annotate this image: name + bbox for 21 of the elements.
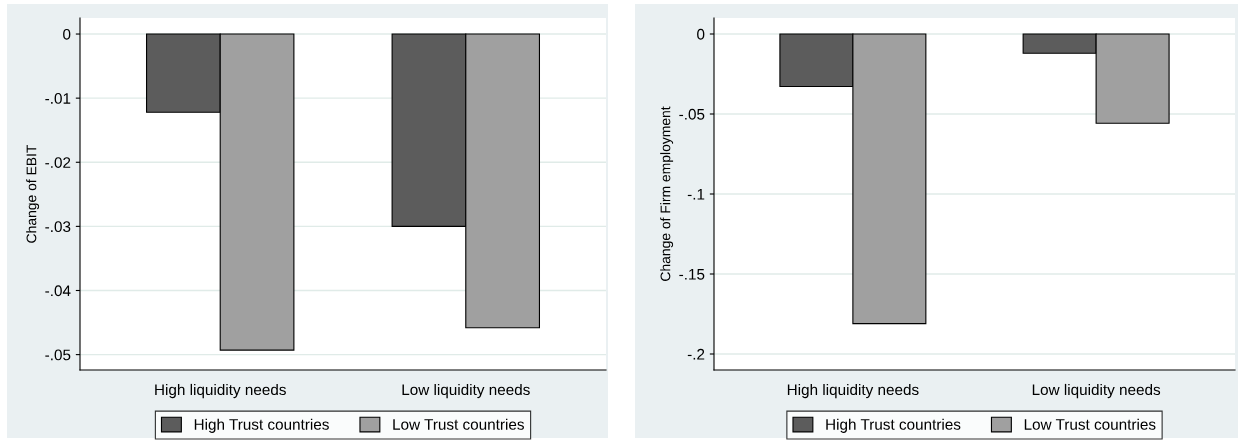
y-tick-label: -.02 [45,157,71,168]
y-tick-label: 0 [697,28,705,40]
x-tick-label: High liquidity needs [787,383,919,399]
legend-label: High Trust countries [194,418,329,433]
legend-label: High Trust countries [826,418,961,433]
y-tick-label: -.05 [679,108,705,120]
y-tick-label: -.15 [679,269,705,280]
y-tick-label: 0 [63,28,71,40]
y-tick-label: -.1 [687,189,705,200]
legend-label: Low Trust countries [393,418,524,430]
x-tick-label: Low liquidity needs [402,383,530,399]
y-tick-label: -.01 [45,93,71,104]
x-tick-label: High liquidity needs [155,383,286,399]
x-tick-label: Low liquidity needs [1032,383,1161,399]
y-tick-label: -.2 [687,348,705,360]
y-axis-title: Change of EBIT [26,144,40,243]
y-tick-label: -.03 [45,221,71,233]
y-axis-title: Change of Firm employment [660,106,674,281]
y-tick-label: -.05 [45,349,71,361]
legend-label: Low Trust countries [1024,418,1156,430]
y-tick-label: -.04 [45,285,71,297]
